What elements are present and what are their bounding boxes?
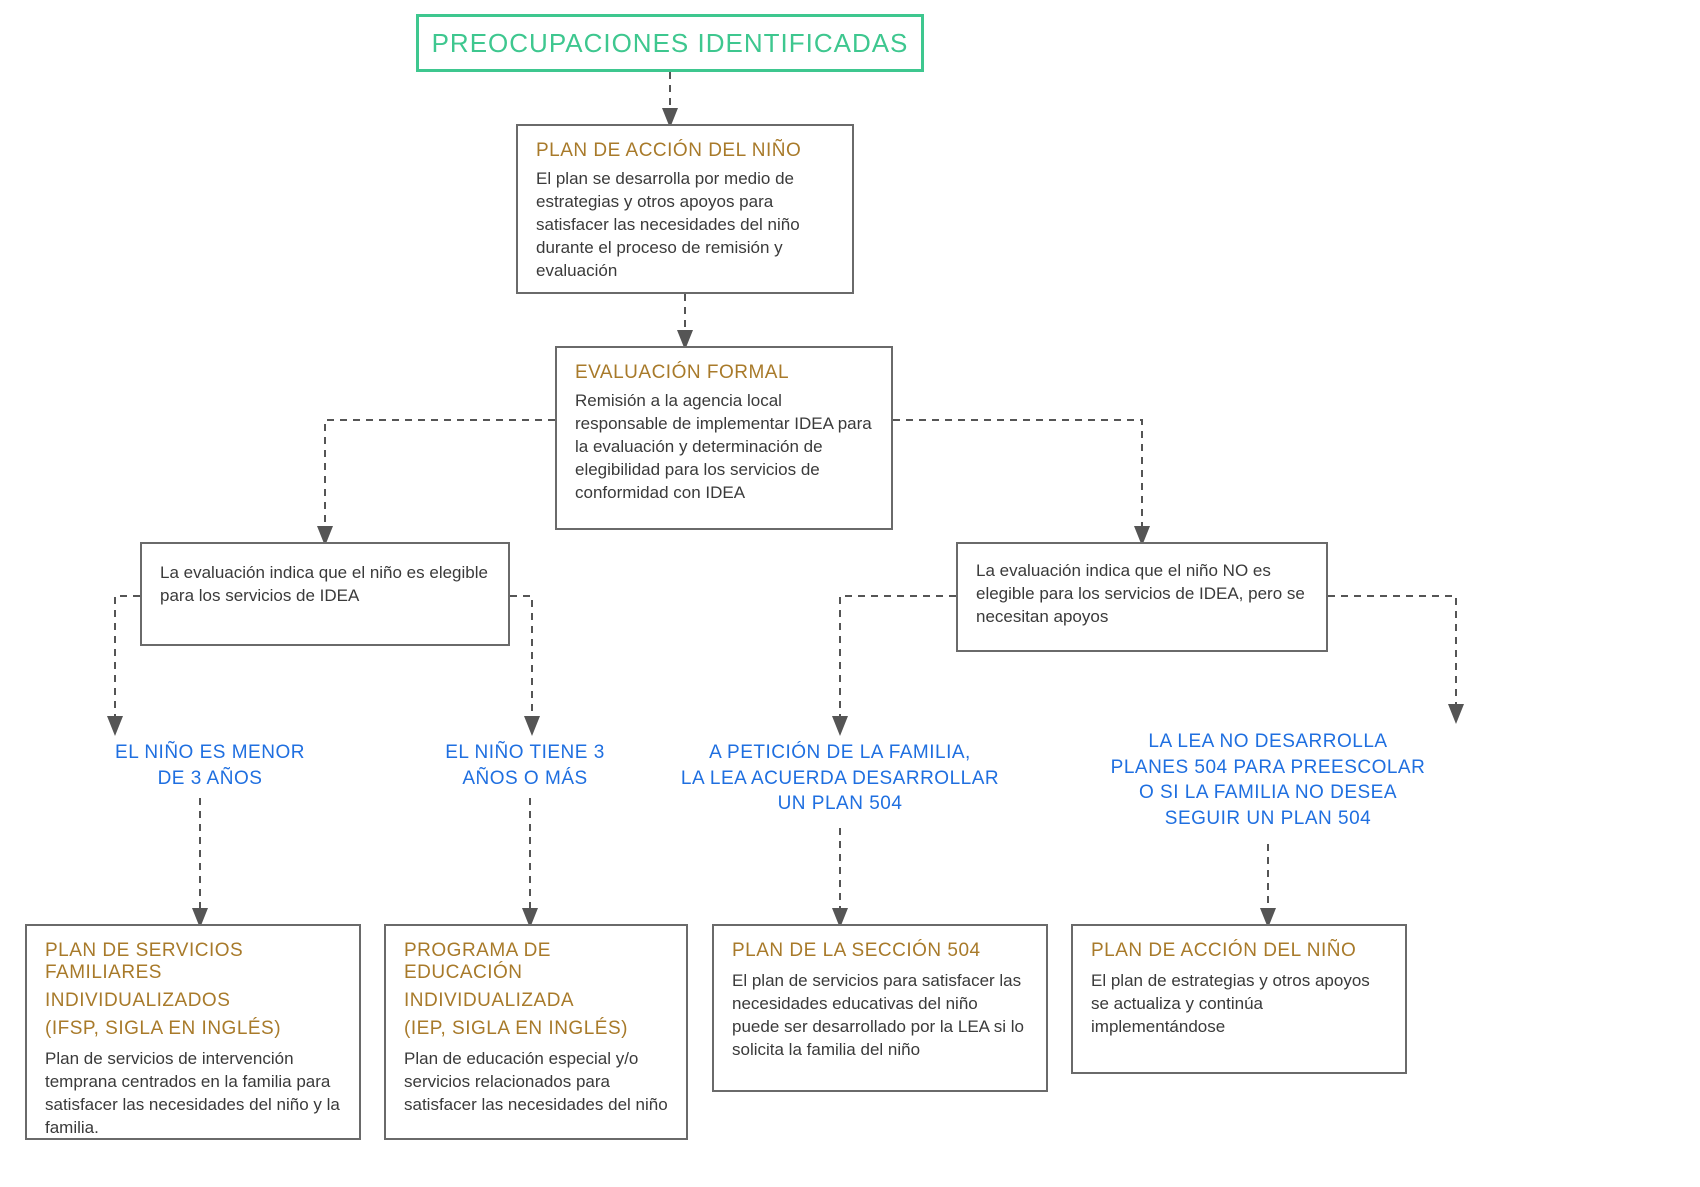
plan-accion-body: El plan se desarrolla por medio de estra…: [536, 168, 834, 283]
ifsp-title2: INDIVIDUALIZADOS: [45, 990, 341, 1012]
iep-title1: PROGRAMA DE EDUCACIÓN: [404, 940, 668, 984]
plan-accion-title: PLAN DE ACCIÓN DEL NIÑO: [536, 140, 834, 162]
label-familia: A PETICIÓN DE LA FAMILIA, LA LEA ACUERDA…: [670, 740, 1010, 817]
evaluacion-body: Remisión a la agencia local responsable …: [575, 390, 873, 505]
label-lea-no: LA LEA NO DESARROLLA PLANES 504 PARA PRE…: [1098, 729, 1438, 832]
node-not-eligible: La evaluación indica que el niño NO es e…: [956, 542, 1328, 652]
iep-body: Plan de educación especial y/o servicios…: [404, 1048, 668, 1117]
label-3omas-line1: EL NIÑO TIENE 3: [415, 740, 635, 766]
plan504-title: PLAN DE LA SECCIÓN 504: [732, 940, 1028, 962]
node-eligible: La evaluación indica que el niño es eleg…: [140, 542, 510, 646]
label-familia-line3: UN PLAN 504: [670, 791, 1010, 817]
ifsp-title1: PLAN DE SERVICIOS FAMILIARES: [45, 940, 341, 984]
root-title: PREOCUPACIONES IDENTIFICADAS: [432, 28, 909, 59]
node-plan-accion2: PLAN DE ACCIÓN DEL NIÑO El plan de estra…: [1071, 924, 1407, 1074]
label-lea-no-line4: SEGUIR UN PLAN 504: [1098, 806, 1438, 832]
ifsp-body: Plan de servicios de intervención tempra…: [45, 1048, 341, 1140]
label-familia-line1: A PETICIÓN DE LA FAMILIA,: [670, 740, 1010, 766]
plan-accion2-body: El plan de estrategias y otros apoyos se…: [1091, 970, 1387, 1039]
label-menor3-line2: DE 3 AÑOS: [86, 766, 334, 792]
evaluacion-title: EVALUACIÓN FORMAL: [575, 362, 873, 384]
plan-accion2-title: PLAN DE ACCIÓN DEL NIÑO: [1091, 940, 1387, 962]
eligible-body: La evaluación indica que el niño es eleg…: [160, 562, 490, 608]
node-plan-accion: PLAN DE ACCIÓN DEL NIÑO El plan se desar…: [516, 124, 854, 294]
label-lea-no-line2: PLANES 504 PARA PREESCOLAR: [1098, 755, 1438, 781]
label-familia-line2: LA LEA ACUERDA DESARROLLAR: [670, 766, 1010, 792]
label-menor3-line1: EL NIÑO ES MENOR: [86, 740, 334, 766]
not-eligible-body: La evaluación indica que el niño NO es e…: [976, 560, 1308, 629]
ifsp-title3: (IFSP, SIGLA EN INGLÉS): [45, 1018, 341, 1040]
label-3omas: EL NIÑO TIENE 3 AÑOS O MÁS: [415, 740, 635, 791]
label-lea-no-line3: O SI LA FAMILIA NO DESEA: [1098, 780, 1438, 806]
iep-title3: (IEP, SIGLA EN INGLÉS): [404, 1018, 668, 1040]
label-menor3: EL NIÑO ES MENOR DE 3 AÑOS: [86, 740, 334, 791]
node-ifsp: PLAN DE SERVICIOS FAMILIARES INDIVIDUALI…: [25, 924, 361, 1140]
label-3omas-line2: AÑOS O MÁS: [415, 766, 635, 792]
plan504-body: El plan de servicios para satisfacer las…: [732, 970, 1028, 1062]
node-plan504: PLAN DE LA SECCIÓN 504 El plan de servic…: [712, 924, 1048, 1092]
node-iep: PROGRAMA DE EDUCACIÓN INDIVIDUALIZADA (I…: [384, 924, 688, 1140]
label-lea-no-line1: LA LEA NO DESARROLLA: [1098, 729, 1438, 755]
node-evaluacion: EVALUACIÓN FORMAL Remisión a la agencia …: [555, 346, 893, 530]
node-root: PREOCUPACIONES IDENTIFICADAS: [416, 14, 924, 72]
iep-title2: INDIVIDUALIZADA: [404, 990, 668, 1012]
